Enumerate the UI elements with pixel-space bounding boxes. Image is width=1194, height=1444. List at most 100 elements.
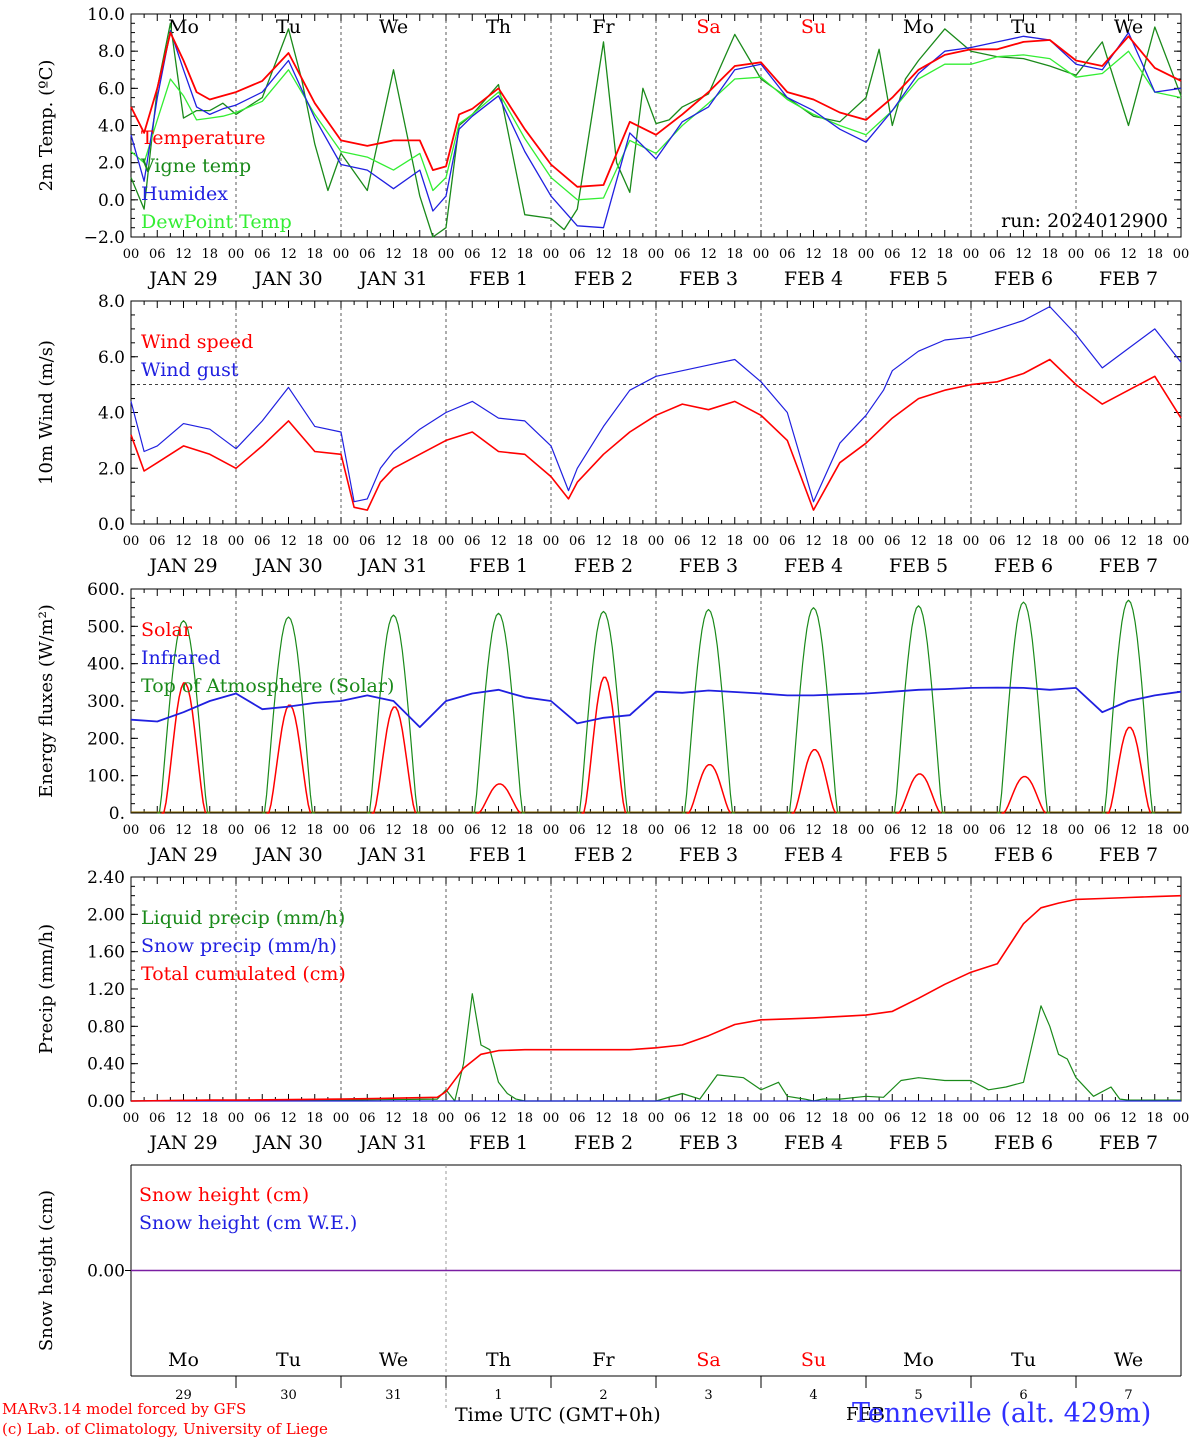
hour-tick-label: 12 bbox=[490, 823, 507, 838]
y-tick-label: 8.0 bbox=[98, 42, 125, 62]
y-tick-label: 300. bbox=[87, 692, 125, 712]
hour-tick-label: 06 bbox=[359, 534, 376, 549]
day-name-label: We bbox=[1114, 1349, 1143, 1371]
date-label: FEB 3 bbox=[679, 555, 738, 577]
panel-temperature: −2.0 0.0 2.0 4.0 6.0 8.0 10.0 2m Temp. (ºC) Mo Tu… bbox=[36, 5, 1189, 290]
hour-tick-label: 12 bbox=[805, 823, 822, 838]
hour-tick-label: 00 bbox=[123, 534, 140, 549]
hour-tick-label: 18 bbox=[831, 1111, 848, 1126]
date-label: JAN 29 bbox=[147, 268, 217, 290]
hour-tick-label: 00 bbox=[1173, 247, 1190, 262]
hour-tick-label: 12 bbox=[595, 247, 612, 262]
day-name-label: Th bbox=[486, 16, 511, 38]
hour-tick-label: 18 bbox=[1146, 534, 1163, 549]
x-axis-title: Time UTC (GMT+0h) bbox=[455, 1404, 661, 1426]
toa-solar-day-curve bbox=[892, 605, 945, 814]
hour-tick-label: 00 bbox=[963, 534, 980, 549]
series-line-0 bbox=[130, 993, 1181, 1102]
hour-tick-label: 12 bbox=[175, 1111, 192, 1126]
day-name-label: Mo bbox=[168, 16, 199, 38]
date-label: FEB 4 bbox=[784, 268, 843, 290]
y-tick-label: 400. bbox=[87, 655, 125, 675]
hour-tick-label: 12 bbox=[595, 534, 612, 549]
hour-tick-label: 00 bbox=[333, 1111, 350, 1126]
hour-tick-label: 18 bbox=[1146, 823, 1163, 838]
month-label: FEB bbox=[846, 1404, 885, 1425]
legend-wind-gust: Wind gust bbox=[141, 359, 239, 381]
hour-tick-label: 00 bbox=[1173, 1111, 1190, 1126]
hour-tick-label: 12 bbox=[1120, 247, 1137, 262]
day-number-label: 2 bbox=[599, 1388, 607, 1403]
day-name-label: Su bbox=[801, 16, 826, 38]
date-label: JAN 29 bbox=[147, 844, 217, 866]
date-label: FEB 7 bbox=[1099, 1132, 1158, 1154]
hour-tick-label: 06 bbox=[779, 534, 796, 549]
day-name-label: Mo bbox=[168, 1349, 199, 1371]
day-name-label: We bbox=[1114, 16, 1143, 38]
hour-tick-label: 06 bbox=[1094, 534, 1111, 549]
hour-tick-label: 00 bbox=[1173, 534, 1190, 549]
hour-tick-label: 00 bbox=[333, 247, 350, 262]
hour-tick-label: 06 bbox=[674, 534, 691, 549]
hour-tick-label: 00 bbox=[228, 1111, 245, 1126]
date-label: FEB 4 bbox=[784, 555, 843, 577]
hour-tick-label: 18 bbox=[306, 1111, 323, 1126]
date-label: FEB 5 bbox=[889, 844, 948, 866]
hour-tick-label: 00 bbox=[1068, 534, 1085, 549]
hour-tick-label: 00 bbox=[543, 823, 560, 838]
hour-tick-label: 00 bbox=[648, 823, 665, 838]
hour-tick-label: 00 bbox=[1068, 247, 1085, 262]
hour-tick-label: 00 bbox=[438, 1111, 455, 1126]
hour-tick-label: 06 bbox=[254, 1111, 271, 1126]
hour-tick-label: 18 bbox=[306, 534, 323, 549]
hour-tick-label: 06 bbox=[884, 1111, 901, 1126]
y-axis-label: 10m Wind (m/s) bbox=[36, 340, 57, 485]
date-label: FEB 7 bbox=[1099, 844, 1158, 866]
date-label: FEB 3 bbox=[679, 1132, 738, 1154]
solar-day-curve bbox=[686, 763, 732, 814]
date-label: FEB 4 bbox=[784, 844, 843, 866]
date-label: FEB 5 bbox=[889, 1132, 948, 1154]
y-tick-label: 6.0 bbox=[98, 348, 125, 368]
day-number-label: 3 bbox=[704, 1388, 712, 1403]
date-label: JAN 31 bbox=[357, 555, 427, 577]
hour-tick-label: 06 bbox=[149, 1111, 166, 1126]
hour-tick-label: 12 bbox=[175, 247, 192, 262]
date-label: FEB 1 bbox=[469, 1132, 528, 1154]
y-tick-label: 100. bbox=[87, 767, 125, 787]
date-label: JAN 30 bbox=[252, 844, 322, 866]
date-label: JAN 31 bbox=[357, 1132, 427, 1154]
day-number-label: 7 bbox=[1124, 1388, 1132, 1403]
day-number-label: 31 bbox=[385, 1388, 402, 1403]
legend-vigne-temp: Vigne temp bbox=[140, 155, 251, 177]
legend-temperature: Temperature bbox=[141, 127, 265, 149]
hour-tick-label: 00 bbox=[438, 534, 455, 549]
hour-tick-label: 00 bbox=[123, 1111, 140, 1126]
y-tick-label: 200. bbox=[87, 729, 125, 749]
hour-tick-label: 00 bbox=[858, 823, 875, 838]
y-tick-label: 600. bbox=[87, 580, 125, 600]
hour-tick-label: 06 bbox=[989, 534, 1006, 549]
hour-tick-label: 12 bbox=[1015, 247, 1032, 262]
legend-infrared: Infrared bbox=[141, 647, 221, 669]
hour-tick-label: 18 bbox=[1041, 823, 1058, 838]
hour-tick-label: 06 bbox=[254, 823, 271, 838]
day-name-label: Tu bbox=[1011, 16, 1036, 38]
toa-solar-day-curve bbox=[367, 614, 420, 814]
day-number-label: 30 bbox=[280, 1388, 297, 1403]
y-tick-label: 2.40 bbox=[87, 868, 125, 888]
day-name-label: We bbox=[379, 16, 408, 38]
series-line-wind-gust bbox=[130, 306, 1182, 503]
panel-precip: 0.00 0.40 0.80 1.20 1.60 2.00 2.40 Precip (mm/h… bbox=[36, 868, 1189, 1154]
hour-tick-label: 00 bbox=[1068, 1111, 1085, 1126]
plot-frame bbox=[130, 588, 1182, 814]
hour-tick-label: 12 bbox=[280, 247, 297, 262]
plot-frame bbox=[130, 300, 1182, 525]
day-name-label: We bbox=[379, 1349, 408, 1371]
hour-tick-label: 00 bbox=[1173, 823, 1190, 838]
series-line-3 bbox=[130, 50, 1182, 201]
solar-day-curve bbox=[581, 676, 627, 814]
y-axis-label: 2m Temp. (ºC) bbox=[36, 60, 57, 192]
solar-day-curve bbox=[1106, 726, 1152, 814]
